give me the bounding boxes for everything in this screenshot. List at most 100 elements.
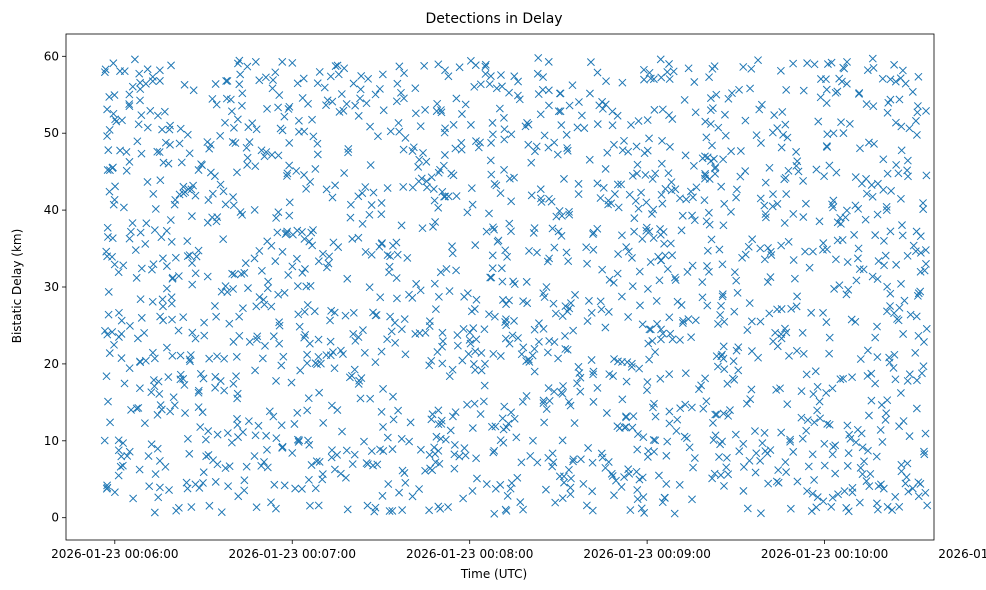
data-point bbox=[761, 210, 770, 219]
data-point bbox=[406, 418, 415, 427]
data-point bbox=[161, 138, 170, 147]
data-point bbox=[811, 367, 820, 376]
data-point bbox=[557, 231, 566, 240]
data-point bbox=[392, 274, 401, 282]
data-point bbox=[326, 72, 335, 81]
data-point bbox=[153, 410, 162, 419]
data-point bbox=[203, 138, 212, 146]
data-point bbox=[235, 331, 244, 340]
data-point bbox=[525, 357, 534, 366]
data-point bbox=[135, 69, 144, 78]
x-tick-label: 2026-01-23 00:10:00 bbox=[761, 547, 888, 561]
data-point bbox=[733, 288, 742, 297]
data-point bbox=[403, 253, 412, 262]
data-point bbox=[670, 273, 679, 282]
data-point bbox=[351, 336, 360, 345]
data-point bbox=[168, 274, 177, 283]
data-point bbox=[388, 445, 397, 454]
data-point bbox=[342, 100, 351, 108]
data-point bbox=[544, 453, 553, 462]
data-point bbox=[732, 193, 741, 202]
data-point bbox=[326, 351, 335, 360]
data-point bbox=[470, 399, 479, 408]
data-point bbox=[285, 102, 294, 111]
data-point bbox=[722, 453, 731, 462]
data-point bbox=[117, 354, 126, 363]
data-point bbox=[529, 228, 538, 237]
data-point bbox=[194, 403, 203, 412]
data-point bbox=[318, 249, 327, 258]
data-point bbox=[196, 369, 205, 378]
data-point bbox=[618, 146, 627, 155]
data-point bbox=[882, 206, 891, 215]
data-point bbox=[487, 422, 496, 431]
data-point bbox=[154, 493, 163, 502]
data-point bbox=[886, 289, 895, 298]
data-point bbox=[613, 180, 622, 189]
data-point bbox=[458, 356, 467, 365]
data-point bbox=[242, 462, 251, 471]
data-point bbox=[691, 316, 700, 325]
data-point bbox=[311, 484, 320, 493]
data-point bbox=[630, 227, 639, 236]
data-point bbox=[706, 106, 715, 115]
data-point bbox=[724, 94, 733, 103]
data-point bbox=[399, 94, 408, 103]
data-point bbox=[500, 125, 509, 134]
data-point bbox=[708, 418, 717, 427]
data-point bbox=[369, 308, 377, 317]
data-point bbox=[829, 196, 838, 205]
data-point bbox=[237, 269, 246, 278]
data-point bbox=[348, 460, 357, 469]
data-point bbox=[718, 290, 727, 299]
data-point bbox=[848, 373, 857, 382]
data-point bbox=[554, 107, 563, 116]
data-point bbox=[312, 457, 321, 466]
data-point bbox=[408, 492, 417, 501]
data-point bbox=[570, 419, 579, 428]
data-point bbox=[644, 446, 653, 455]
data-point bbox=[793, 292, 802, 301]
data-point bbox=[576, 373, 585, 382]
data-point bbox=[425, 322, 434, 330]
data-point bbox=[288, 449, 297, 457]
data-point bbox=[512, 433, 521, 442]
data-point bbox=[781, 120, 790, 129]
data-point bbox=[689, 193, 697, 202]
data-point bbox=[370, 507, 379, 516]
data-point bbox=[525, 246, 533, 255]
data-point bbox=[785, 351, 793, 360]
data-point bbox=[617, 180, 626, 189]
data-point bbox=[489, 448, 498, 457]
data-point bbox=[833, 218, 842, 227]
data-point bbox=[412, 279, 421, 288]
data-point bbox=[715, 245, 724, 254]
data-point bbox=[720, 481, 728, 490]
data-point bbox=[912, 404, 921, 413]
data-point bbox=[765, 309, 774, 318]
data-point bbox=[238, 210, 247, 219]
data-point bbox=[465, 328, 474, 337]
data-point bbox=[434, 292, 443, 301]
data-point bbox=[568, 81, 577, 90]
data-point bbox=[624, 247, 633, 256]
data-point bbox=[379, 384, 388, 393]
data-point bbox=[300, 234, 309, 243]
data-point bbox=[156, 401, 165, 410]
data-point bbox=[300, 333, 309, 342]
data-point bbox=[514, 77, 523, 86]
data-point bbox=[278, 57, 287, 66]
data-point bbox=[358, 189, 367, 198]
data-point bbox=[288, 230, 297, 239]
data-point bbox=[914, 492, 923, 501]
data-point bbox=[162, 284, 171, 293]
data-point bbox=[681, 369, 690, 378]
data-point bbox=[633, 445, 642, 454]
data-point bbox=[648, 403, 657, 412]
data-point bbox=[532, 142, 541, 151]
data-point bbox=[439, 161, 448, 170]
data-point bbox=[114, 436, 123, 445]
data-point bbox=[658, 136, 666, 145]
data-point bbox=[812, 503, 821, 512]
data-point bbox=[706, 120, 715, 128]
